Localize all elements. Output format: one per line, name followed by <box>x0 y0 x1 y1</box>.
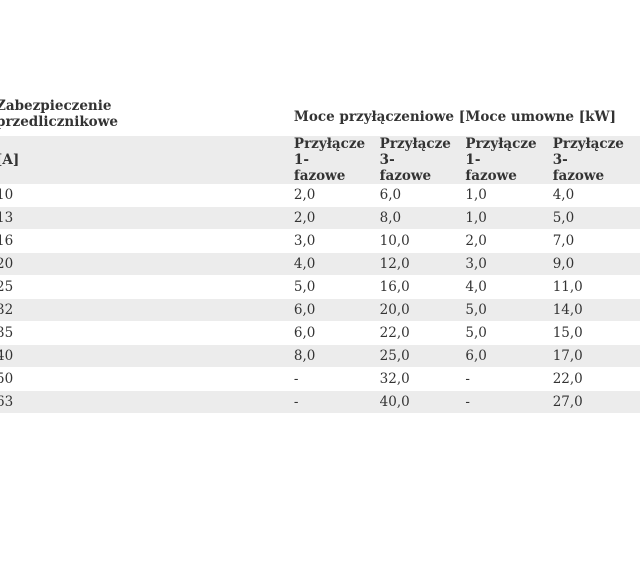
cell-contract-1phase: 6,0 <box>465 344 553 368</box>
cell-contract-3phase: 15,0 <box>552 321 640 345</box>
cell-conn-1phase: 8,0 <box>293 344 380 368</box>
cell-conn-1phase: 2,0 <box>293 206 380 230</box>
cell-contract-1phase: 3,0 <box>465 252 553 276</box>
power-table: Zabezpieczenie przedlicznikowe Moce przy… <box>0 98 640 414</box>
cell-contract-3phase: 4,0 <box>552 184 640 207</box>
cell-protection: 16 <box>0 229 294 253</box>
table-row: 32 6,0 20,0 5,0 14,0 <box>0 298 640 322</box>
header-protection-line2: przedlicznikowe <box>0 114 118 130</box>
cell-protection: 35 <box>0 321 294 345</box>
cell-contract-3phase: 7,0 <box>552 229 640 253</box>
cell-conn-1phase: 4,0 <box>293 252 380 276</box>
table-row: 40 8,0 25,0 6,0 17,0 <box>0 344 640 368</box>
cell-conn-3phase: 20,0 <box>379 298 466 322</box>
header-conn-1phase: Przyłącze 1- fazowe <box>293 136 380 184</box>
cell-contract-1phase: 4,0 <box>465 275 553 299</box>
header-conn-3phase-line2: fazowe <box>379 168 432 184</box>
header-protection-unit: [A] <box>0 136 294 184</box>
cell-protection: 25 <box>0 275 294 299</box>
header-conn-1phase-line1: Przyłącze 1- <box>293 136 366 168</box>
table-row: 35 6,0 22,0 5,0 15,0 <box>0 321 640 345</box>
header-contract-3phase: Przyłącze 3- fazowe <box>552 136 640 184</box>
header-contract-3phase-line2: fazowe <box>552 168 605 184</box>
cell-conn-1phase: - <box>293 367 380 391</box>
header-contract-1phase-line1: Przyłącze 1- <box>465 136 537 168</box>
cell-protection: 63 <box>0 390 294 414</box>
cell-protection: 20 <box>0 252 294 276</box>
cell-contract-1phase: 5,0 <box>465 298 553 322</box>
table-row: 20 4,0 12,0 3,0 9,0 <box>0 252 640 276</box>
cell-contract-1phase: 5,0 <box>465 321 553 345</box>
cell-conn-3phase: 40,0 <box>379 390 466 414</box>
cell-conn-3phase: 8,0 <box>379 206 466 230</box>
cell-conn-3phase: 12,0 <box>379 252 466 276</box>
header-protection: Zabezpieczenie przedlicznikowe <box>0 98 294 136</box>
cell-conn-1phase: - <box>293 390 380 414</box>
header-conn-1phase-line2: fazowe <box>293 168 346 184</box>
header-contract-1phase-line2: fazowe <box>465 168 517 184</box>
header-contract-3phase-line1: Przyłącze 3- <box>552 136 624 168</box>
cell-protection: 40 <box>0 344 294 368</box>
cell-conn-1phase: 6,0 <box>293 298 380 322</box>
header-contract-power: Moce umowne [kW] <box>465 109 616 125</box>
cell-conn-1phase: 6,0 <box>293 321 380 345</box>
header-row-2: [A] Przyłącze 1- fazowe Przyłącze 3- faz… <box>0 136 640 184</box>
cell-contract-3phase: 5,0 <box>552 206 640 230</box>
cell-contract-3phase: 17,0 <box>552 344 640 368</box>
cell-protection: 10 <box>0 184 294 207</box>
header-connection-power: Moce przyłączeniowe [kW] <box>293 109 466 125</box>
table-row: 63 - 40,0 - 27,0 <box>0 390 640 414</box>
cell-protection: 32 <box>0 298 294 322</box>
cell-conn-3phase: 16,0 <box>379 275 466 299</box>
cell-contract-3phase: 11,0 <box>552 275 640 299</box>
header-contract-1phase: Przyłącze 1- fazowe <box>465 136 553 184</box>
cell-protection: 50 <box>0 367 294 391</box>
cell-conn-3phase: 25,0 <box>379 344 466 368</box>
header-conn-3phase-line1: Przyłącze 3- <box>379 136 451 168</box>
table-row: 16 3,0 10,0 2,0 7,0 <box>0 229 640 253</box>
cell-conn-3phase: 6,0 <box>379 184 466 207</box>
table-row: 13 2,0 8,0 1,0 5,0 <box>0 206 640 230</box>
cell-contract-3phase: 27,0 <box>552 390 640 414</box>
cell-contract-1phase: - <box>465 367 553 391</box>
cell-conn-1phase: 2,0 <box>293 184 380 207</box>
cell-conn-3phase: 32,0 <box>379 367 466 391</box>
cell-conn-1phase: 3,0 <box>293 229 380 253</box>
cell-contract-1phase: - <box>465 390 553 414</box>
cell-conn-3phase: 22,0 <box>379 321 466 345</box>
header-protection-line1: Zabezpieczenie <box>0 98 112 114</box>
cell-conn-3phase: 10,0 <box>379 229 466 253</box>
table-row: 10 2,0 6,0 1,0 4,0 <box>0 184 640 207</box>
cell-contract-1phase: 1,0 <box>465 206 553 230</box>
cell-contract-3phase: 14,0 <box>552 298 640 322</box>
cell-contract-3phase: 22,0 <box>552 367 640 391</box>
cell-contract-1phase: 1,0 <box>465 184 553 207</box>
table-row: 25 5,0 16,0 4,0 11,0 <box>0 275 640 299</box>
table-row: 50 - 32,0 - 22,0 <box>0 367 640 391</box>
cell-conn-1phase: 5,0 <box>293 275 380 299</box>
cell-protection: 13 <box>0 206 294 230</box>
header-row-1: Zabezpieczenie przedlicznikowe Moce przy… <box>0 98 640 136</box>
header-conn-3phase: Przyłącze 3- fazowe <box>379 136 466 184</box>
cell-contract-1phase: 2,0 <box>465 229 553 253</box>
cell-contract-3phase: 9,0 <box>552 252 640 276</box>
